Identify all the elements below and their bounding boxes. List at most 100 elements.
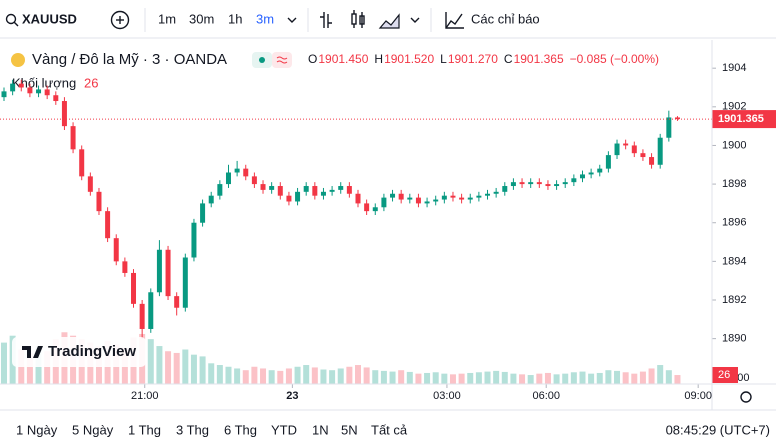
volume-bar <box>501 371 508 384</box>
volume-bar <box>242 370 249 384</box>
volume-bar <box>173 352 180 384</box>
volume-bar <box>424 372 431 384</box>
interval-menu[interactable] <box>287 17 297 23</box>
bar-style[interactable] <box>320 12 332 28</box>
area-style[interactable] <box>378 13 400 29</box>
ohlc-value: 1901.270 <box>448 52 498 66</box>
watermark-text: TradingView <box>48 343 136 360</box>
candle-body <box>502 186 508 192</box>
candle-body <box>251 176 257 185</box>
toolbar: XAUUSD Các chỉ báo 1m 30m 1h 3m <box>0 8 776 39</box>
candle-body <box>44 89 50 96</box>
x-tick-label: 09:00 <box>684 390 712 402</box>
y-tick-label: 1896 <box>722 217 746 229</box>
candle-body <box>312 186 318 196</box>
candle-body <box>139 303 145 329</box>
y-tick-label: 1902 <box>722 101 746 113</box>
volume-bar <box>579 371 586 384</box>
volume-bar <box>484 371 491 384</box>
volume-bar <box>234 368 241 384</box>
range-button[interactable]: 1N <box>312 422 329 437</box>
candle-body <box>208 195 214 204</box>
range-button[interactable]: 5 Ngày <box>72 422 114 437</box>
volume-bar <box>208 363 215 384</box>
settings[interactable] <box>740 391 752 403</box>
volume-bar <box>510 373 517 384</box>
candle-body <box>10 83 16 92</box>
volume-bar <box>544 372 551 384</box>
volume-tag <box>712 367 738 383</box>
volume-bar <box>320 369 327 384</box>
candle-body <box>329 189 335 192</box>
volume-bar <box>614 370 621 384</box>
candle-body <box>640 153 646 158</box>
range-button[interactable]: 3 Thg <box>176 422 209 437</box>
ohlc-value: 1901.520 <box>384 52 434 66</box>
candle-body <box>260 184 266 190</box>
candle-body <box>554 184 560 187</box>
candle-body <box>562 182 568 185</box>
candle-body <box>36 89 42 94</box>
interval[interactable]: 1m <box>158 11 176 26</box>
candle-body <box>234 168 240 173</box>
candle-body <box>519 182 525 185</box>
interval[interactable]: 1h <box>228 11 242 26</box>
candle-body <box>614 143 620 156</box>
volume-bar <box>251 366 258 384</box>
candle-body <box>424 201 430 204</box>
range-button[interactable]: 5N <box>341 422 358 437</box>
candle-body <box>597 168 603 173</box>
candle-body <box>320 191 326 196</box>
volume-bar <box>674 375 681 384</box>
interval[interactable]: 30m <box>189 11 214 26</box>
volume-bar <box>44 351 51 384</box>
y-tick-label: 1892 <box>722 294 746 306</box>
volume-bar <box>1 342 7 384</box>
volume-bar <box>449 374 456 384</box>
candle-body <box>355 193 361 204</box>
candle-body <box>528 182 534 185</box>
symbol[interactable]: XAUUSD <box>22 11 77 26</box>
volume-bar <box>622 372 629 384</box>
indicators-icon[interactable] <box>445 13 463 29</box>
volume-bar <box>441 373 448 384</box>
change: −0.085 (−0.00%) <box>570 52 659 66</box>
candle-body <box>79 149 85 177</box>
candle-body <box>191 222 197 258</box>
volume-bar <box>225 366 232 384</box>
candle-body <box>649 157 655 165</box>
x-tick-label: 03:00 <box>433 390 461 402</box>
candle-style[interactable] <box>351 13 357 25</box>
range-button[interactable]: Tất cả <box>371 422 408 437</box>
candle-body <box>545 184 551 187</box>
candle-body <box>217 184 223 196</box>
volume-bar <box>337 368 344 384</box>
candle-body <box>459 197 465 200</box>
candle-body <box>588 172 594 175</box>
add-symbol[interactable] <box>110 10 130 30</box>
volume-bar <box>536 373 543 384</box>
range-button[interactable]: 6 Thg <box>224 422 257 437</box>
ohlc-key: H <box>374 52 383 66</box>
indicators[interactable]: Các chỉ báo <box>471 11 540 26</box>
volume-bar <box>329 370 336 384</box>
volume-bar <box>294 366 301 384</box>
footer: 1 Ngày 5 Ngày 1 Thg 3 Thg 6 Thg YTD 1N 5N Tất cả… <box>16 422 770 437</box>
range-button[interactable]: 1 Thg <box>128 422 161 437</box>
legend: Vàng / Đô la Mỹ · 3 · OANDA O 1901.450 H 19… <box>11 51 659 90</box>
ohlc-value: 1901.450 <box>318 52 368 66</box>
volume-bar <box>415 373 422 384</box>
range-button[interactable]: YTD <box>271 422 297 437</box>
range-button[interactable]: 1 Ngày <box>16 422 58 437</box>
volume-bar <box>605 370 612 384</box>
candle-body <box>433 199 439 202</box>
volume-bar <box>165 351 172 384</box>
data-status <box>272 52 292 68</box>
candle-body <box>87 176 93 192</box>
legend-title: Vàng / Đô la Mỹ · 3 · OANDA <box>32 51 227 68</box>
candle-body <box>269 186 275 190</box>
interval[interactable]: 3m <box>256 11 274 26</box>
volume-bar <box>311 367 318 384</box>
search-icon[interactable] <box>5 13 17 25</box>
volume-bar <box>458 373 465 384</box>
